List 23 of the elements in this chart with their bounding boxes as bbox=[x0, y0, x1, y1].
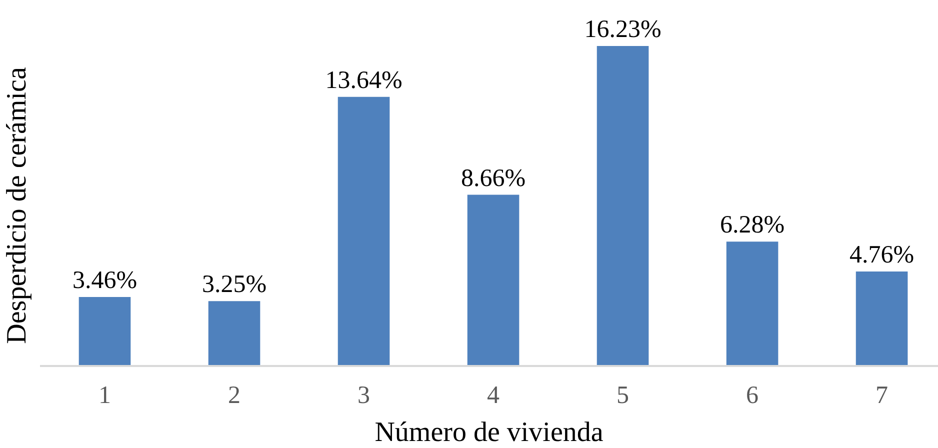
bar bbox=[78, 296, 131, 365]
x-axis-title: Número de vivienda bbox=[374, 417, 604, 448]
data-label: 3.25% bbox=[202, 271, 267, 298]
data-label: 3.46% bbox=[72, 266, 138, 294]
data-label: 8.66% bbox=[460, 164, 526, 192]
y-axis-title: Desperdicio de cerámica bbox=[2, 66, 33, 344]
x-tick-label: 6 bbox=[746, 382, 759, 409]
data-label: 4.76% bbox=[850, 241, 914, 268]
bar bbox=[726, 242, 778, 365]
x-tick-label: 5 bbox=[616, 382, 630, 409]
bar bbox=[596, 46, 649, 365]
bar bbox=[467, 194, 520, 365]
x-tick-label: 1 bbox=[98, 382, 111, 409]
x-tick-label: 2 bbox=[228, 382, 241, 409]
x-tick-label: 4 bbox=[487, 382, 500, 409]
bar bbox=[338, 96, 390, 365]
x-tick-label: 3 bbox=[358, 382, 370, 409]
x-tick-label: 7 bbox=[876, 382, 888, 409]
data-label: 13.64% bbox=[325, 66, 402, 94]
data-label: 16.23% bbox=[584, 16, 662, 43]
bar bbox=[208, 301, 260, 365]
data-label: 6.28% bbox=[720, 212, 785, 239]
bar bbox=[856, 271, 908, 365]
